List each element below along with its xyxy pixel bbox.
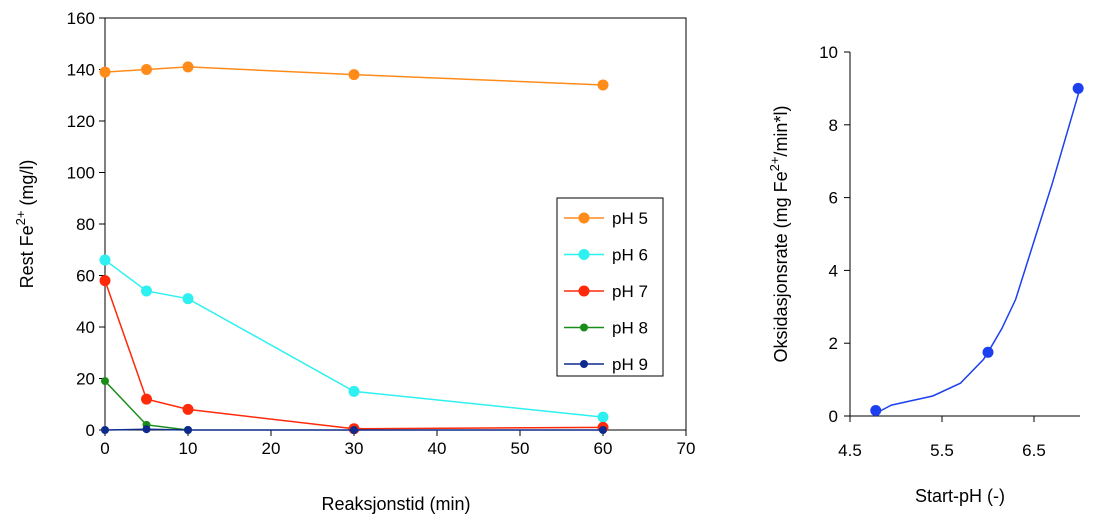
data-point: [348, 385, 360, 397]
right-x-tick-label: 6.5: [1022, 441, 1046, 460]
reaction-time-chart: 0 10 20 30 40 50 60 70 0 20 40 60 80 100 120 140 160 Re…: [13, 9, 695, 514]
legend-label: pH 8: [612, 319, 648, 338]
data-point: [599, 426, 607, 434]
legend-label: pH 7: [612, 282, 648, 301]
right-x-tick-label: 5.5: [930, 441, 954, 460]
left-x-ticks: 0 10 20 30 40 50 60 70: [100, 430, 695, 458]
right-y-ticks: 0 2 4 6 8 10: [819, 43, 850, 426]
legend-label: pH 6: [612, 246, 648, 265]
left-y-axis-label-sup: 2+: [13, 211, 28, 226]
data-point: [184, 426, 192, 434]
left-x-tick-label: 10: [179, 439, 198, 458]
data-point: [1072, 82, 1084, 94]
right-y-tick-label: 0: [829, 407, 838, 426]
legend-swatch-marker: [580, 360, 588, 368]
legend-box: [556, 197, 664, 377]
left-x-tick-label: 20: [262, 439, 281, 458]
right-y-axis-label-base: Oksidasjonsrate (mg Fe: [771, 171, 791, 362]
left-x-tick-label: 50: [511, 439, 530, 458]
left-series-group: [99, 61, 609, 435]
data-point: [597, 79, 609, 91]
series-ph-7: [99, 275, 609, 435]
series-ph-5: [99, 61, 609, 91]
data-point: [99, 275, 111, 287]
left-y-tick-label: 160: [67, 9, 95, 28]
legend-item: pH 5: [564, 209, 648, 228]
series-ph-6: [99, 254, 609, 423]
oxidation-rate-chart: 4.5 5.5 6.5 0 2 4 6 8 10 Start-pH (-) Oksidasjo…: [767, 43, 1084, 506]
right-y-axis-label: Oksidasjonsrate (mg Fe2+/min*l): [767, 106, 791, 363]
left-x-tick-label: 40: [428, 439, 447, 458]
right-y-tick-label: 2: [829, 334, 838, 353]
data-point: [348, 69, 360, 81]
data-point: [870, 405, 882, 417]
left-y-tick-label: 60: [76, 267, 95, 286]
data-point: [99, 254, 111, 266]
left-y-axis-label-unit: (mg/l): [17, 160, 37, 211]
left-y-tick-label: 100: [67, 164, 95, 183]
left-y-tick-label: 40: [76, 318, 95, 337]
data-point: [182, 403, 194, 415]
series-ph-9: [101, 425, 607, 434]
legend-swatch-marker: [578, 285, 590, 297]
data-point: [182, 293, 194, 305]
data-point: [141, 393, 152, 405]
legend-item: pH 8: [564, 319, 648, 338]
legend-item: pH 6: [564, 246, 648, 265]
left-y-tick-label: 80: [76, 215, 95, 234]
legend-swatch-marker: [578, 249, 590, 260]
oxidation-rate-series: [870, 82, 1084, 417]
right-x-axis-label: Start-pH (-): [915, 486, 1005, 506]
right-y-tick-label: 8: [829, 116, 838, 135]
left-y-axis-label: Rest Fe2+ (mg/l): [13, 160, 37, 289]
legend-item: pH 9: [564, 355, 648, 374]
right-y-tick-label: 6: [829, 189, 838, 208]
data-point: [982, 346, 994, 358]
series-line: [877, 88, 1081, 414]
data-point: [350, 426, 358, 434]
left-x-tick-label: 0: [100, 439, 109, 458]
left-y-tick-label: 120: [67, 112, 95, 131]
series-line: [104, 280, 604, 430]
right-series-group: [870, 82, 1084, 417]
right-y-tick-label: 4: [829, 261, 838, 280]
data-point: [101, 377, 109, 386]
right-x-ticks: 4.5 5.5 6.5: [838, 416, 1046, 460]
left-x-axis-label: Reaksjonstid (min): [321, 494, 470, 514]
data-point: [141, 285, 152, 297]
left-y-tick-label: 0: [86, 421, 95, 440]
legend: pH 5 pH 6 pH 7 pH 8 pH 9: [556, 197, 664, 377]
right-y-tick-label: 10: [819, 43, 838, 62]
data-point: [182, 61, 194, 73]
data-point: [99, 66, 111, 78]
right-x-tick-label: 4.5: [838, 441, 862, 460]
left-y-tick-label: 20: [76, 370, 95, 389]
data-point: [141, 64, 152, 75]
left-y-tick-label: 140: [67, 61, 95, 80]
legend-label: pH 9: [612, 355, 648, 374]
legend-swatch-marker: [578, 212, 590, 224]
left-x-tick-label: 60: [594, 439, 613, 458]
legend-items: pH 5 pH 6 pH 7 pH 8 pH 9: [564, 209, 648, 374]
data-point: [597, 411, 609, 423]
legend-item: pH 7: [564, 282, 648, 301]
left-x-tick-label: 70: [677, 439, 696, 458]
legend-label: pH 5: [612, 209, 648, 228]
right-y-axis-label-unit: /min*l): [771, 106, 791, 157]
data-point: [142, 425, 151, 434]
left-y-axis-label-base: Rest Fe: [17, 225, 37, 288]
right-y-axis-label-sup: 2+: [767, 157, 782, 172]
legend-swatch-marker: [580, 323, 588, 332]
data-point: [101, 426, 109, 434]
left-y-ticks: 0 20 40 60 80 100 120 140 160: [67, 9, 105, 440]
left-x-tick-label: 30: [345, 439, 364, 458]
